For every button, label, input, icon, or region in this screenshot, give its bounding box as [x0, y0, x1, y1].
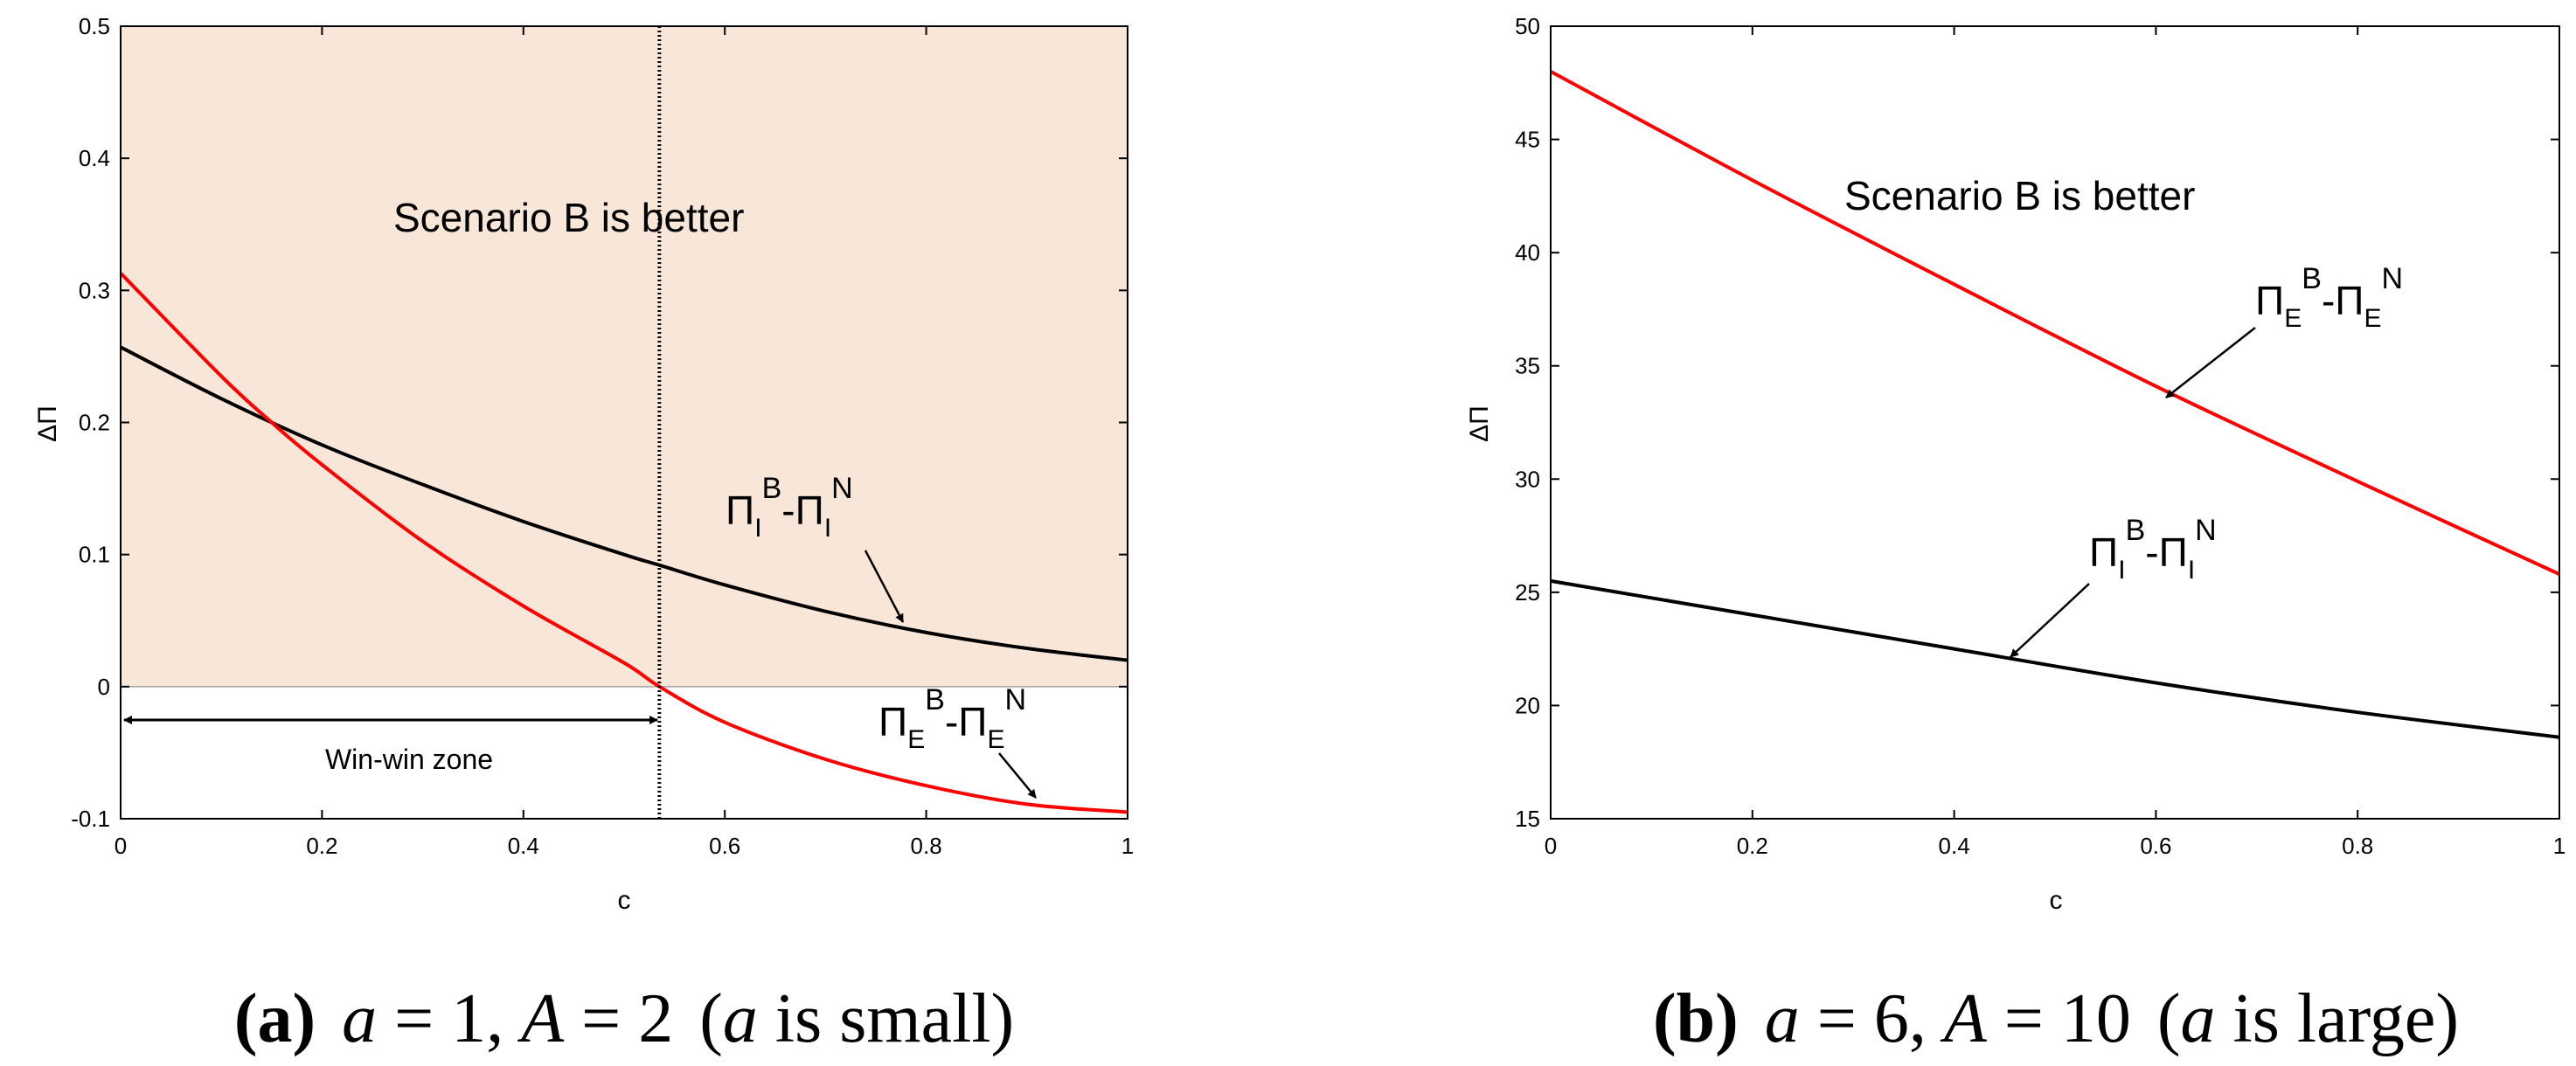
panel-a-x-tick-label: 0.6 — [709, 833, 740, 859]
panel-a-x-axis-label: c — [618, 886, 631, 915]
panel-a-better-region — [121, 26, 1128, 687]
panel-a-y-tick-label: 0.3 — [79, 277, 110, 303]
panel-b-arrow-pi-i — [2010, 583, 2090, 658]
panel-b-y-tick-label: 30 — [1515, 466, 1540, 492]
panel-a-y-axis-label: ΔΠ — [33, 405, 62, 442]
panel-b-x-tick-label: 0.2 — [1737, 833, 1768, 859]
panel-a-x-tick-label: 0 — [115, 833, 127, 859]
panel-a-y-tick-label: 0.1 — [79, 542, 110, 568]
panel-b-y-tick-label: 50 — [1515, 13, 1540, 39]
panel-b-y-tick-label: 15 — [1515, 806, 1540, 832]
panel-a-y-tick-label: 0.4 — [79, 145, 110, 171]
panel-b-y-tick-label: 20 — [1515, 692, 1540, 718]
panel-b-series-pi-i-line — [1550, 578, 2560, 739]
panel-a-x-tick-label: 0.8 — [911, 833, 942, 859]
panel-b-y-axis-label: ΔΠ — [1465, 405, 1494, 442]
panel-b: 0 0.2 0.4 0.6 0.8 1 15 20 25 30 35 40 45 50 c ΔΠ Sce… — [1465, 13, 2566, 915]
panel-b-region-text: Scenario B is better — [1844, 173, 2195, 218]
panel-a-series-pi-e-line — [119, 272, 1128, 814]
panel-b-x-tick-label: 0.6 — [2140, 833, 2171, 859]
svg-text:ΠIB-ΠIN: ΠIB-ΠIN — [726, 472, 853, 543]
panel-b-y-tick-label: 25 — [1515, 579, 1540, 606]
panel-b-frame — [1550, 25, 2560, 820]
panel-a-y-tick-label: 0.5 — [79, 13, 110, 39]
panel-b-label-pi-i: ΠIB-ΠIN — [2089, 514, 2217, 585]
panel-a-x-tick-label: 1 — [1121, 833, 1134, 859]
panel-a-y-tick-label: 0 — [98, 674, 110, 700]
panel-b-series-pi-e-line — [1550, 70, 2560, 576]
panel-a-x-tick-label: 0.2 — [306, 833, 337, 859]
panel-b-y-tick-label: 40 — [1515, 239, 1540, 266]
caption-b: (b) a = 6, A = 10 (a is large) — [1653, 980, 2459, 1057]
panel-a-arrow-pi-i — [864, 550, 905, 623]
panel-a-series-pi-i-line — [120, 345, 1128, 662]
panel-a-label-pi-e: ΠEB-ΠEN — [878, 683, 1026, 754]
panel-a-y-tick-label: -0.1 — [71, 806, 110, 832]
panel-b-x-tick-label: 0.4 — [1939, 833, 1970, 859]
panel-b-x-tick-label: 1 — [2553, 833, 2566, 859]
panel-a-region-text: Scenario B is better — [393, 195, 744, 240]
panel-a-x-tick-label: 0.4 — [508, 833, 539, 859]
panel-b-y-tick-label: 35 — [1515, 353, 1540, 379]
panel-b-label-pi-e: ΠEB-ΠEN — [2255, 262, 2403, 333]
panel-a-y-tick-label: 0.2 — [79, 410, 110, 436]
panel-b-arrow-pi-e — [2165, 327, 2256, 398]
panel-a-label-pi-i: ΠIB-ΠIN — [726, 472, 853, 543]
panel-b-x-axis-label: c — [2050, 886, 2063, 915]
panel-a: 0 0.2 0.4 0.6 0.8 1 -0.100.10.20.30.40.5 c ΔΠ… — [33, 13, 1134, 915]
svg-text:ΠIB-ΠIN: ΠIB-ΠIN — [2089, 514, 2217, 585]
caption-a: (a) a = 1, A = 2 (a is small) — [234, 980, 1014, 1057]
svg-text:ΠEB-ΠEN: ΠEB-ΠEN — [878, 683, 1026, 754]
panel-a-arrow-pi-e — [998, 752, 1037, 799]
panel-a-win-win-label: Win-win zone — [325, 744, 493, 775]
panel-b-y-tick-label: 45 — [1515, 127, 1540, 153]
panel-b-x-tick-label: 0 — [1545, 833, 1557, 859]
panel-b-x-tick-label: 0.8 — [2342, 833, 2373, 859]
svg-text:ΠEB-ΠEN: ΠEB-ΠEN — [2255, 262, 2403, 333]
